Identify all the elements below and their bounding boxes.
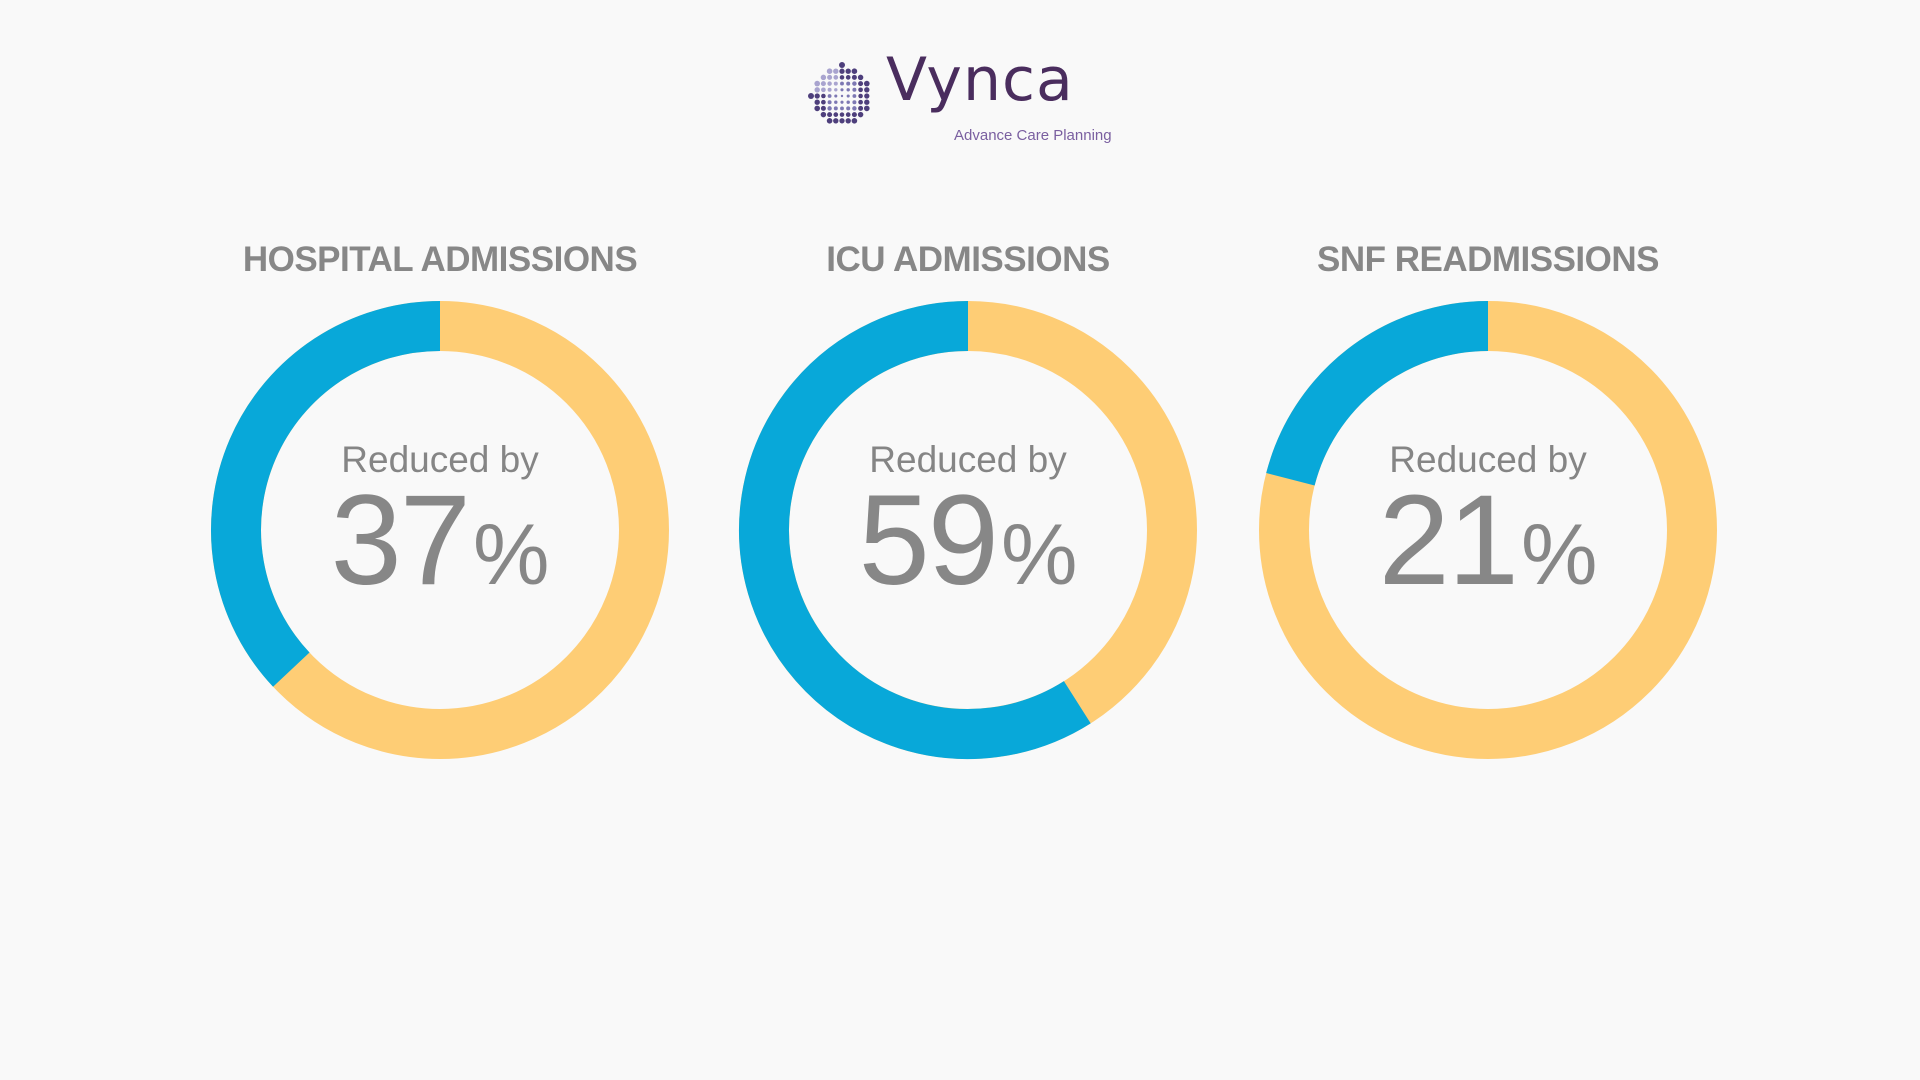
brand-tagline: Advance Care Planning [954, 127, 1112, 144]
value-unit: % [472, 507, 550, 603]
chart-title: HOSPITAL ADMISSIONS [242, 240, 638, 279]
chart-panel-hospital-admissions: HOSPITAL ADMISSIONS Reduced by 37% [180, 240, 700, 780]
brand-name: Vynca [886, 45, 1074, 115]
donut-chart [211, 301, 669, 759]
value-number: 37 [330, 469, 471, 612]
chart-caption: Reduced by [869, 439, 1067, 480]
chart-title: SNF READMISSIONS [1316, 240, 1660, 279]
dot-sphere-logo-icon [808, 62, 870, 124]
value-readout: 59% [708, 477, 1228, 605]
chart-title: ICU ADMISSIONS [826, 240, 1110, 279]
chart-panel-icu-admissions: ICU ADMISSIONS Reduced by 59% [708, 240, 1228, 780]
value-readout: 21% [1228, 477, 1748, 605]
donut-value-segment [739, 301, 1091, 759]
value-number: 59 [858, 469, 999, 612]
value-number: 21 [1378, 469, 1519, 612]
donut-value-segment [1266, 301, 1489, 486]
value-unit: % [1520, 507, 1598, 603]
donut-chart [739, 301, 1197, 759]
chart-panel-snf-readmissions: SNF READMISSIONS Reduced by 21% [1228, 240, 1748, 780]
donut-chart [1259, 301, 1717, 759]
chart-caption: Reduced by [341, 439, 539, 480]
value-readout: 37% [180, 477, 700, 605]
brand-logo: Vynca Advance Care Planning [808, 50, 1128, 152]
donut-value-segment [211, 301, 441, 687]
value-unit: % [1000, 507, 1078, 603]
chart-caption: Reduced by [1389, 439, 1587, 480]
